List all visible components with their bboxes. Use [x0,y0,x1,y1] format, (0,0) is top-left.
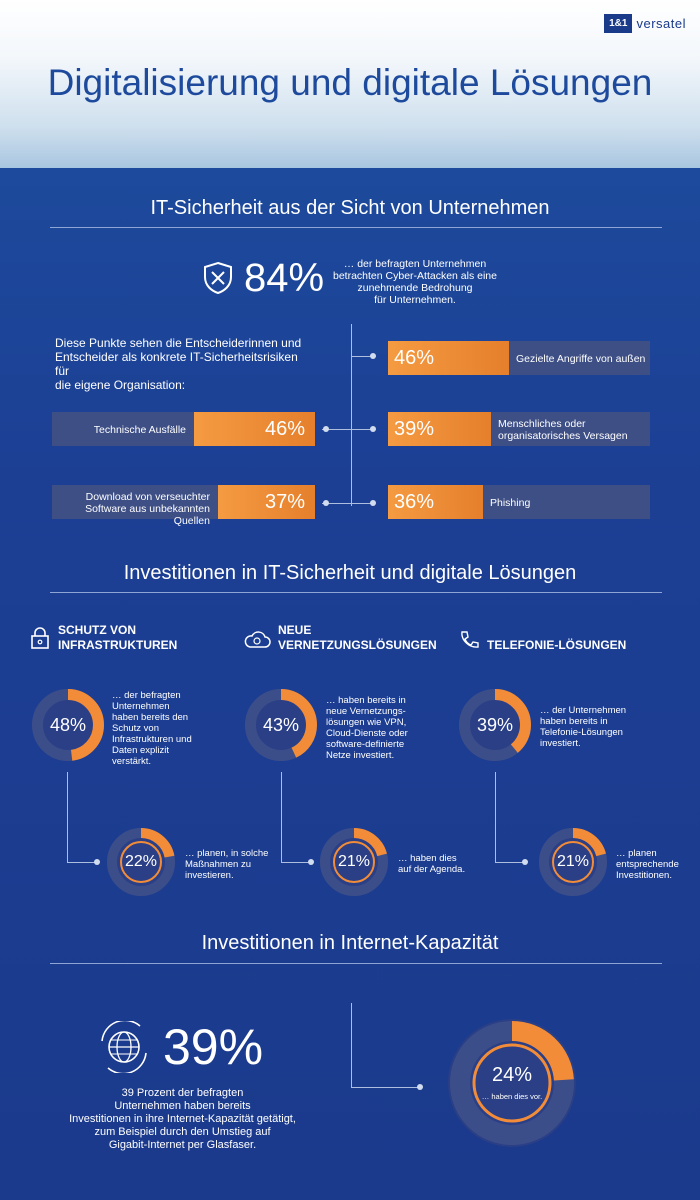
internet-capacity-description: 39 Prozent der befragten Unternehmen hab… [69,1087,296,1151]
section-title-security: IT-Sicherheit aus der Sicht von Unterneh… [150,197,550,219]
connector-dot [370,426,376,432]
donut-value: 43% [262,714,300,735]
donut-arc [107,828,175,896]
logo-name: versatel [636,15,686,31]
page-title: Digitalisierung und digitale Lösungen [47,62,653,103]
connector-dot [308,859,314,865]
risk-label-targeted-attacks: Gezielte Angriffe von außen [516,353,646,365]
connector-line [351,1003,352,1087]
section-divider [50,963,662,964]
connector-dot [522,859,528,865]
section-divider [50,227,662,228]
risk-label-phishing: Phishing [490,497,531,509]
main-background [0,168,700,1200]
phone-icon [461,631,479,648]
section-divider [50,592,662,593]
connector-line [322,429,374,430]
infrastructure-description: … der befragten Unternehmen haben bereit… [112,690,192,767]
risk-label-box [483,485,650,519]
risk-bar-technical-failures: 46% [194,412,315,446]
donut-arc [539,828,607,896]
donut-caption: … haben dies vor. [481,1092,543,1101]
risk-label-box [52,412,194,446]
connector-line [281,772,282,862]
telephony-description: … der Unternehmen haben bereits in Telef… [540,705,627,749]
donut-arc [450,1021,574,1145]
connector-dot [370,353,376,359]
connector-line [495,772,496,862]
donut-sub-telephony: 21% [538,827,608,897]
category-title-telephony: TELEFONIE-LÖSUNGEN [487,638,627,652]
donut-sub-infrastructure: 22% [106,827,176,897]
donut-main-infrastructure: 48% [31,688,105,762]
infrastructure-plans: … planen, in solche Maßnahmen zu investi… [185,848,269,881]
donut-internet-capacity: 24% … haben dies vor. [447,1018,577,1148]
header-background [0,0,700,168]
category-title-networking: NEUE VERNETZUNGSLÖSUNGEN [278,623,437,652]
cloud-icon [244,631,271,648]
networking-plans: … haben dies auf der Agenda. [398,853,466,875]
donut-arc [245,689,317,761]
connector-dot [370,500,376,506]
section-title-internet-capacity: Investitionen in Internet-Kapazität [201,932,499,954]
lock-icon [31,627,49,649]
donut-main-networking: 43% [244,688,318,762]
telephony-plans: … planen entsprechende Investitionen. [616,848,679,881]
connector-line [67,862,95,863]
donut-value: 21% [556,853,590,870]
shield-icon [204,261,232,295]
risks-intro: Diese Punkte sehen die Entscheiderinnen … [55,336,302,392]
connector-dot [323,426,329,432]
internet-capacity-percentage: 39% [163,1019,264,1075]
logo-mark: 1&1 [604,13,633,33]
donut-arc [32,689,104,761]
risk-label-malware-download: Download von verseuchter Software aus un… [85,491,210,527]
threat-description: … der befragten Unternehmen betrachten C… [332,258,497,306]
brand-logo: 1&1 versatel [604,13,686,33]
risk-bar-human-error: 39% [388,412,491,446]
connector-dot [323,500,329,506]
risk-label-box [509,341,650,375]
risk-label-box [491,412,650,446]
risk-bar-malware-download: 37% [218,485,315,519]
risk-label-technical-failures: Technische Ausfälle [93,424,186,436]
donut-sub-networking: 21% [319,827,389,897]
donut-arc [320,828,388,896]
connector-dot [94,859,100,865]
connector-line [322,503,374,504]
connector-line [351,1087,419,1088]
donut-value: 39% [476,714,514,735]
donut-value: 24% [491,1064,533,1086]
risk-bar-phishing: 36% [388,485,483,519]
connector-line [495,862,523,863]
connector-line [67,772,68,862]
risk-label-human-error: Menschliches oder organisatorisches Vers… [498,418,628,442]
donut-main-telephony: 39% [458,688,532,762]
threat-percentage: 84% [244,256,325,300]
category-title-infrastructure: SCHUTZ VON INFRASTRUKTUREN [58,623,178,652]
connector-dot [417,1084,423,1090]
risk-label-box [52,485,218,519]
networking-description: … haben bereits in neue Vernetzungs- lös… [326,695,408,761]
donut-arc [459,689,531,761]
section-title-investments: Investitionen in IT-Sicherheit und digit… [123,562,577,584]
risk-bar-targeted-attacks: 46% [388,341,509,375]
connector-line [281,862,309,863]
connector-line [351,324,352,506]
donut-value: 21% [337,853,371,870]
donut-value: 48% [49,714,87,735]
donut-value: 22% [124,853,158,870]
connector-line [351,356,373,357]
globe-icon [101,1021,147,1073]
